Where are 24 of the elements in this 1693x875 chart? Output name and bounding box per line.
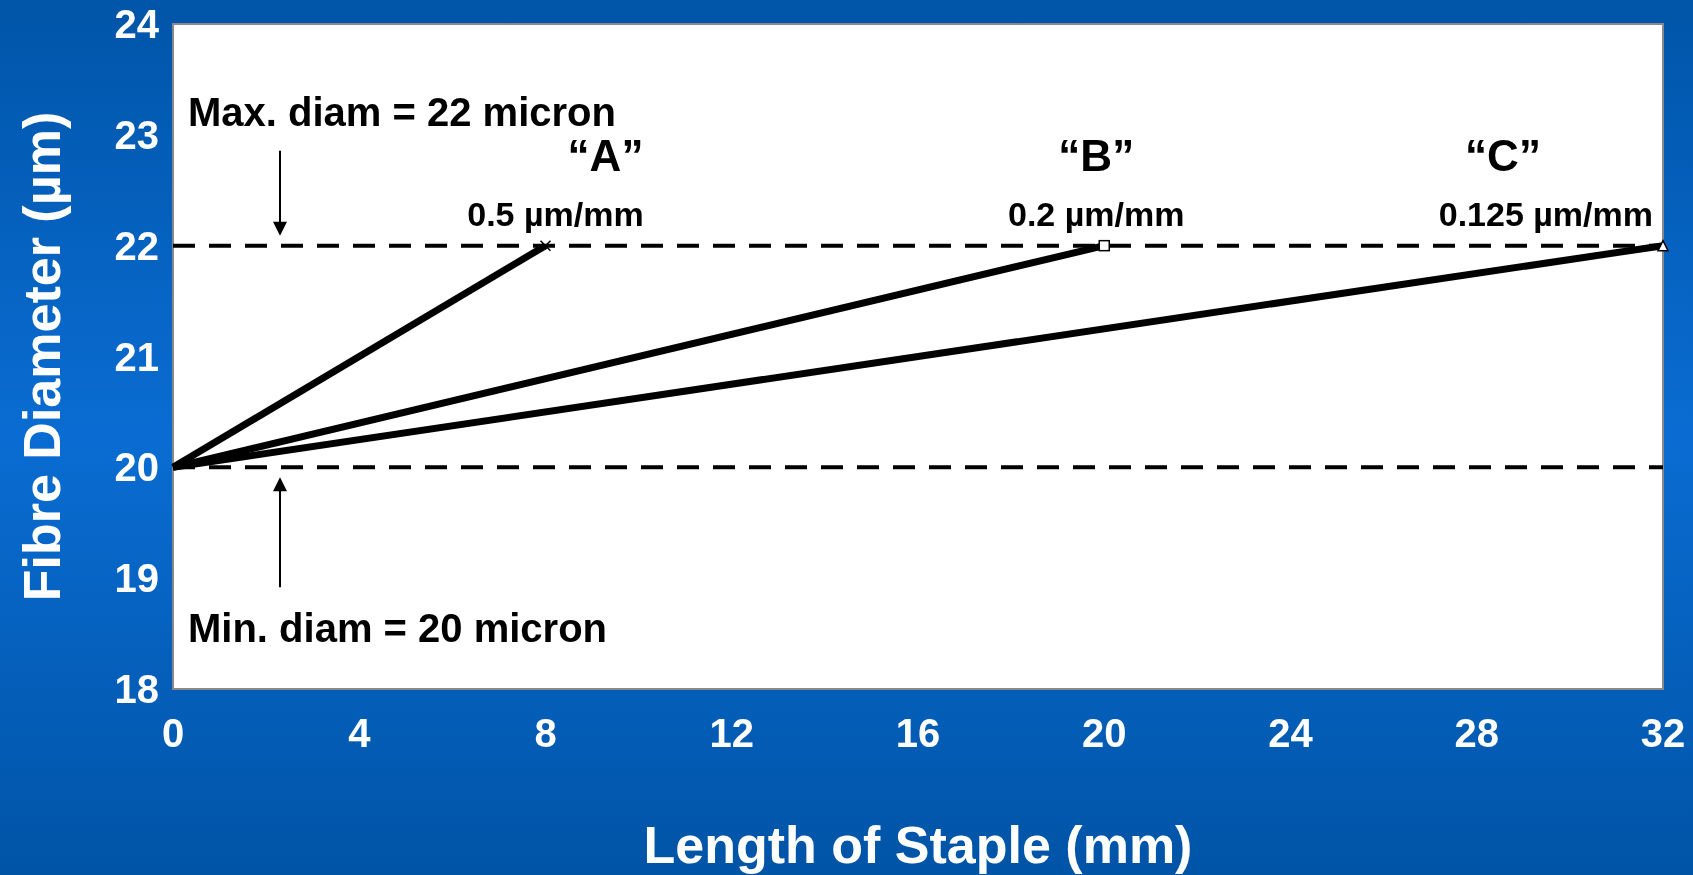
y-tick-label: 21 — [114, 334, 159, 379]
x-tick-label: 12 — [709, 711, 754, 755]
y-tick-label: 19 — [114, 556, 159, 601]
x-tick-label: 20 — [1082, 711, 1127, 755]
x-tick-label: 8 — [534, 711, 557, 755]
series-label: “B” — [1058, 130, 1135, 180]
annotation: Min. diam = 20 micron — [188, 606, 608, 651]
series-label: “C” — [1465, 130, 1541, 180]
y-tick-label: 22 — [114, 223, 159, 268]
x-tick-label: 0 — [161, 711, 185, 755]
x-tick-label: 4 — [348, 711, 372, 755]
x-axis-title: Length of Staple (mm) — [643, 816, 1193, 874]
y-axis-title: Fibre Diameter (µm) — [13, 111, 71, 602]
annotation: 0.5 µm/mm — [467, 194, 644, 233]
y-tick-label: 24 — [114, 2, 160, 46]
y-tick-label: 20 — [114, 445, 159, 490]
annotation: 0.125 µm/mm — [1438, 194, 1653, 233]
x-tick-label: 28 — [1454, 711, 1499, 755]
x-tick-label: 16 — [895, 711, 941, 755]
x-tick-label: 32 — [1640, 711, 1686, 755]
y-tick-label: 23 — [114, 112, 159, 157]
annotation: 0.2 µm/mm — [1008, 194, 1185, 233]
y-tick-label: 18 — [114, 667, 159, 711]
x-tick-label: 24 — [1268, 711, 1314, 755]
